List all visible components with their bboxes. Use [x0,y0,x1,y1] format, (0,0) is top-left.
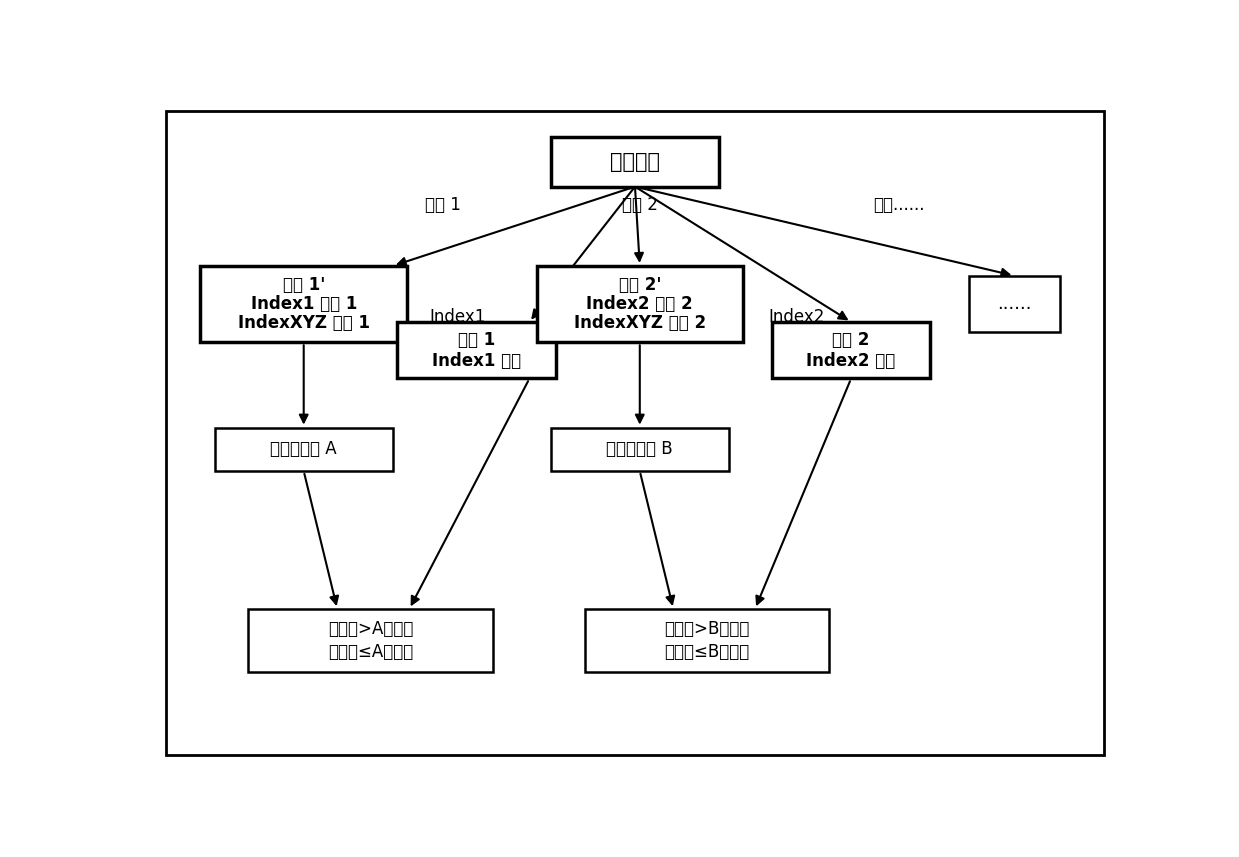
Bar [551,137,719,187]
Text: Index1 样本: Index1 样本 [432,352,522,370]
Text: IndexXYZ 内标 2: IndexXYZ 内标 2 [574,314,706,332]
Text: IndexXYZ 内标 1: IndexXYZ 内标 1 [238,314,369,332]
Bar [969,276,1059,333]
Bar [536,267,743,342]
Text: Index2 样本: Index2 样本 [807,352,896,370]
Text: 子集 1: 子集 1 [458,331,496,349]
Text: Index2 内标 2: Index2 内标 2 [586,295,693,313]
Text: 子集 1': 子集 1' [282,276,325,294]
Bar [398,322,556,378]
Text: Index1: Index1 [429,309,486,327]
Bar [249,609,493,672]
Text: 突变率>B：突变: 突变率>B：突变 [664,620,750,638]
Text: ......: ...... [997,295,1032,313]
Text: 内标 1: 内标 1 [425,196,461,214]
Bar [201,267,406,342]
Text: 突变率>A：突变: 突变率>A：突变 [328,620,414,638]
Text: 子集 2': 子集 2' [618,276,662,294]
Text: 测序数据: 测序数据 [610,153,660,172]
Bar [214,428,393,470]
Text: 突变率≤A：污染: 突变率≤A：污染 [328,644,414,662]
Text: 突变率≤B：污染: 突变率≤B：污染 [664,644,750,662]
Text: Index1 内标 1: Index1 内标 1 [250,295,357,313]
Text: 内标 2: 内标 2 [622,196,658,214]
Text: 内标......: 内标...... [873,196,924,214]
Text: Index2: Index2 [768,309,824,327]
Bar [585,609,829,672]
Text: 计算污染率 B: 计算污染率 B [606,440,673,458]
Bar [772,322,930,378]
Text: 子集 2: 子集 2 [833,331,870,349]
Bar [551,428,729,470]
Text: 计算污染率 A: 计算污染率 A [270,440,337,458]
